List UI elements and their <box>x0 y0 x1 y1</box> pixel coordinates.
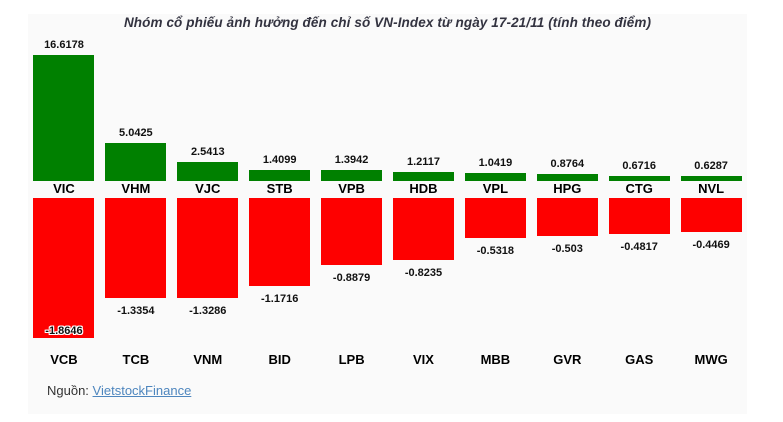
ticker-BID: BID <box>268 352 291 367</box>
bar-VPB <box>321 170 383 181</box>
value-label-VNM: -1.3286 <box>189 305 227 317</box>
value-label-VIC: 16.6178 <box>44 39 84 51</box>
column-VPB: 1.3942 <box>316 153 388 181</box>
bar-VCB <box>33 198 95 338</box>
bar-HPG <box>536 174 598 181</box>
bar-BID <box>249 198 311 286</box>
column-VHM: 5.0425 <box>100 126 172 181</box>
column-VJC: 2.5413 <box>172 145 244 181</box>
bar-GVR <box>536 198 598 236</box>
column-CTG: 0.6716 <box>603 159 675 181</box>
column-MWG: -0.4469 <box>675 198 747 252</box>
column-BID: -1.1716 <box>244 198 316 306</box>
column-HPG: 0.8764 <box>531 157 603 181</box>
bar-MBB <box>464 198 526 238</box>
ticker-VNM: VNM <box>193 352 223 367</box>
value-label-HDB: 1.2117 <box>406 156 440 168</box>
bar-VIC <box>33 55 95 181</box>
ticker-MWG: MWG <box>694 352 728 367</box>
bar-VJC <box>177 162 239 181</box>
ticker-VPB: VPB <box>338 181 365 196</box>
value-label-STB: 1.4099 <box>262 154 297 166</box>
ticker-GVR: GVR <box>553 352 582 367</box>
ticker-VHM: VHM <box>121 181 151 196</box>
value-label-HPG: 0.8764 <box>550 158 585 170</box>
ticker-VCB: VCB <box>50 352 78 367</box>
gainers-plot: 16.6178 5.0425 2.5413 1.4099 1.3942 1.2117 1.0… <box>28 36 747 181</box>
column-VIX: -0.8235 <box>388 198 460 280</box>
column-VNM: -1.3286 <box>172 198 244 318</box>
ticker-CTG: CTG <box>625 181 653 196</box>
ticker-TCB: TCB <box>122 352 150 367</box>
bar-VHM <box>105 143 167 181</box>
ticker-VPL: VPL <box>482 181 509 196</box>
ticker-GAS: GAS <box>625 352 654 367</box>
bar-TCB <box>105 198 167 298</box>
value-label-VIX: -0.8235 <box>404 267 443 279</box>
bar-STB <box>249 170 311 181</box>
value-label-NVL: 0.6287 <box>694 160 728 172</box>
ticker-VIX: VIX <box>413 352 434 367</box>
column-STB: 1.4099 <box>244 153 316 181</box>
chart-title: Nhóm cổ phiếu ảnh hưởng đến chỉ số VN-In… <box>123 15 652 30</box>
value-label-VHM: 5.0425 <box>119 127 153 139</box>
ticker-VIC: VIC <box>53 181 75 196</box>
value-label-CTG: 0.6716 <box>622 160 657 172</box>
column-MBB: -0.5318 <box>459 198 531 258</box>
ticker-LPB: LPB <box>338 352 365 367</box>
bar-HDB <box>392 172 454 181</box>
column-VPL: 1.0419 <box>459 156 531 181</box>
bar-CTG <box>608 176 670 181</box>
value-label-VCB: -1.8646 <box>45 325 83 337</box>
value-label-VJC: 2.5413 <box>190 146 225 158</box>
value-label-TCB: -1.3354 <box>117 305 155 317</box>
value-label-GAS: -0.4817 <box>620 241 658 253</box>
value-label-BID: -1.1716 <box>261 293 299 305</box>
column-GVR: -0.503 <box>531 198 603 256</box>
ticker-HPG: HPG <box>553 181 582 196</box>
source-line: Nguồn: VietstockFinance <box>28 383 747 398</box>
value-label-MWG: -0.4469 <box>692 239 730 251</box>
value-label-LPB: -0.8879 <box>332 272 371 284</box>
column-NVL: 0.6287 <box>675 159 747 181</box>
column-VCB: -1.8646 <box>28 198 100 338</box>
bar-GAS <box>608 198 670 234</box>
value-label-MBB: -0.5318 <box>476 245 515 257</box>
bar-NVL <box>680 176 742 181</box>
bar-MWG <box>680 198 742 232</box>
column-GAS: -0.4817 <box>603 198 675 254</box>
ticker-NVL: NVL <box>698 181 725 196</box>
value-label-VPL: 1.0419 <box>478 157 513 169</box>
losers-ticker-strip: VCB TCB VNM BID LPB VIX MBB GVR GAS MWG <box>28 348 747 367</box>
column-LPB: -0.8879 <box>316 198 388 285</box>
value-label-VPB: 1.3942 <box>334 154 369 166</box>
losers-plot: -1.8646 -1.3354 -1.3286 -1.1716 -0.8879 -0.82… <box>28 198 747 348</box>
bar-VIX <box>392 198 454 260</box>
bar-VPL <box>464 173 526 181</box>
source-label: Nguồn: <box>47 383 89 398</box>
bar-VNM <box>177 198 239 298</box>
column-HDB: 1.2117 <box>388 155 460 181</box>
column-VIC: 16.6178 <box>28 38 100 181</box>
chart-panel: Nhóm cổ phiếu ảnh hưởng đến chỉ số VN-In… <box>28 14 747 414</box>
ticker-HDB: HDB <box>409 181 438 196</box>
bar-LPB <box>321 198 383 265</box>
ticker-STB: STB <box>266 181 293 196</box>
ticker-MBB: MBB <box>480 352 511 367</box>
gainers-ticker-strip: VIC VHM VJC STB VPB HDB VPL HPG CTG NVL <box>28 181 747 198</box>
ticker-VJC: VJC <box>195 181 221 196</box>
source-link[interactable]: VietstockFinance <box>92 383 192 398</box>
value-label-GVR: -0.503 <box>551 243 583 255</box>
column-TCB: -1.3354 <box>100 198 172 318</box>
